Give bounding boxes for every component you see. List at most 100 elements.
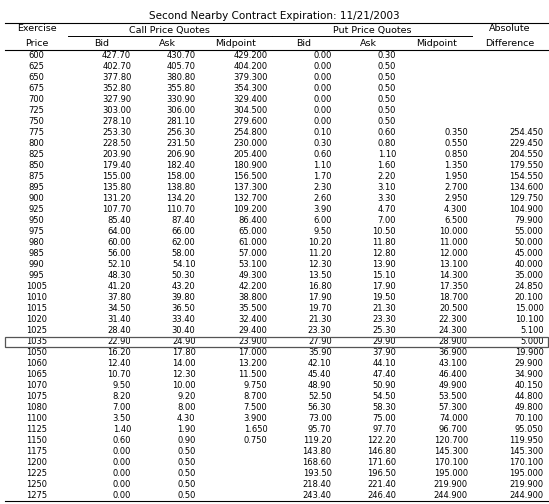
Text: 1175: 1175	[26, 448, 47, 457]
Text: 0.00: 0.00	[313, 117, 332, 127]
Text: 329.400: 329.400	[233, 95, 267, 104]
Text: 205.400: 205.400	[233, 150, 267, 159]
Text: 1070: 1070	[26, 382, 47, 391]
Text: 158.00: 158.00	[166, 172, 195, 181]
Text: 62.00: 62.00	[172, 238, 195, 247]
Text: 975: 975	[29, 227, 44, 236]
Text: 206.90: 206.90	[166, 150, 195, 159]
Text: 14.300: 14.300	[439, 272, 468, 280]
Text: 24.90: 24.90	[172, 338, 195, 346]
Text: 825: 825	[29, 150, 44, 159]
Text: 1125: 1125	[26, 425, 47, 434]
Text: 18.700: 18.700	[439, 293, 468, 302]
Text: 1065: 1065	[26, 370, 47, 380]
Text: 625: 625	[29, 62, 44, 72]
Text: 3.90: 3.90	[313, 206, 332, 214]
Text: 17.90: 17.90	[308, 293, 332, 302]
Text: 73.00: 73.00	[308, 414, 332, 423]
Text: Midpoint: Midpoint	[416, 39, 457, 48]
Text: 0.60: 0.60	[378, 129, 396, 138]
Text: 1060: 1060	[26, 359, 47, 368]
Text: 0.50: 0.50	[378, 62, 396, 72]
Text: 135.80: 135.80	[102, 183, 131, 193]
Text: 107.70: 107.70	[102, 206, 131, 214]
Text: 7.00: 7.00	[378, 216, 396, 225]
Text: 195.000: 195.000	[509, 469, 544, 478]
Text: 2.950: 2.950	[444, 195, 468, 204]
Text: 10.20: 10.20	[308, 238, 332, 247]
Text: 44.10: 44.10	[372, 359, 396, 368]
Text: 170.100: 170.100	[434, 459, 468, 468]
Text: 53.500: 53.500	[439, 393, 468, 402]
Text: 405.70: 405.70	[166, 62, 195, 72]
Text: 57.000: 57.000	[238, 249, 267, 259]
Text: 900: 900	[29, 195, 44, 204]
Text: 1.60: 1.60	[378, 161, 396, 170]
Text: 37.90: 37.90	[372, 348, 396, 357]
Text: 4.300: 4.300	[444, 206, 468, 214]
Text: 875: 875	[29, 172, 44, 181]
Text: 38.800: 38.800	[238, 293, 267, 302]
Text: 12.000: 12.000	[439, 249, 468, 259]
Text: 0.00: 0.00	[313, 106, 332, 115]
Text: 0.30: 0.30	[378, 51, 396, 60]
Text: 85.40: 85.40	[108, 216, 131, 225]
Text: 15.000: 15.000	[514, 304, 544, 313]
Text: 137.300: 137.300	[233, 183, 267, 193]
Text: 87.40: 87.40	[172, 216, 195, 225]
Text: 9.50: 9.50	[113, 382, 131, 391]
Text: 303.00: 303.00	[102, 106, 131, 115]
Text: 3.30: 3.30	[377, 195, 396, 204]
Text: 800: 800	[29, 140, 44, 148]
Text: 427.70: 427.70	[102, 51, 131, 60]
Text: 0.50: 0.50	[378, 84, 396, 93]
Text: 4.70: 4.70	[378, 206, 396, 214]
Text: 58.30: 58.30	[372, 404, 396, 412]
Text: 0.50: 0.50	[378, 106, 396, 115]
Text: 0.00: 0.00	[313, 74, 332, 83]
Text: 32.400: 32.400	[238, 316, 267, 325]
Text: 19.900: 19.900	[514, 348, 544, 357]
Text: 95.70: 95.70	[308, 425, 332, 434]
Text: 0.00: 0.00	[313, 62, 332, 72]
Text: 46.400: 46.400	[439, 370, 468, 380]
Text: 13.200: 13.200	[238, 359, 267, 368]
Text: 10.50: 10.50	[372, 227, 396, 236]
Text: 96.700: 96.700	[439, 425, 468, 434]
Text: 354.300: 354.300	[233, 84, 267, 93]
Text: 404.200: 404.200	[233, 62, 267, 72]
Text: 1080: 1080	[26, 404, 47, 412]
Text: 13.100: 13.100	[439, 261, 468, 270]
Text: 10.100: 10.100	[514, 316, 544, 325]
Text: 143.80: 143.80	[302, 448, 332, 457]
Text: 1250: 1250	[26, 480, 47, 489]
Text: 64.00: 64.00	[108, 227, 131, 236]
Text: 980: 980	[29, 238, 44, 247]
Text: 17.000: 17.000	[238, 348, 267, 357]
Text: 119.950: 119.950	[509, 436, 544, 446]
Text: 0.50: 0.50	[177, 459, 195, 468]
Text: 377.80: 377.80	[102, 74, 131, 83]
Text: 7.00: 7.00	[113, 404, 131, 412]
Text: 254.450: 254.450	[509, 129, 544, 138]
Text: 380.80: 380.80	[166, 74, 195, 83]
Text: 0.750: 0.750	[244, 436, 267, 446]
Text: 0.850: 0.850	[444, 150, 468, 159]
Text: 45.000: 45.000	[514, 249, 544, 259]
Text: 24.300: 24.300	[439, 327, 468, 336]
Text: 109.200: 109.200	[233, 206, 267, 214]
Text: 53.100: 53.100	[238, 261, 267, 270]
Text: 74.000: 74.000	[439, 414, 468, 423]
Text: Absolute: Absolute	[489, 24, 531, 33]
Text: 196.50: 196.50	[367, 469, 396, 478]
Text: 1050: 1050	[26, 348, 47, 357]
Text: 28.900: 28.900	[439, 338, 468, 346]
Text: 49.800: 49.800	[514, 404, 544, 412]
Text: 14.00: 14.00	[172, 359, 195, 368]
Text: 1.90: 1.90	[177, 425, 195, 434]
Text: 31.40: 31.40	[108, 316, 131, 325]
Text: 10.00: 10.00	[172, 382, 195, 391]
Text: 29.900: 29.900	[514, 359, 544, 368]
Text: 2.30: 2.30	[313, 183, 332, 193]
Text: 12.40: 12.40	[108, 359, 131, 368]
